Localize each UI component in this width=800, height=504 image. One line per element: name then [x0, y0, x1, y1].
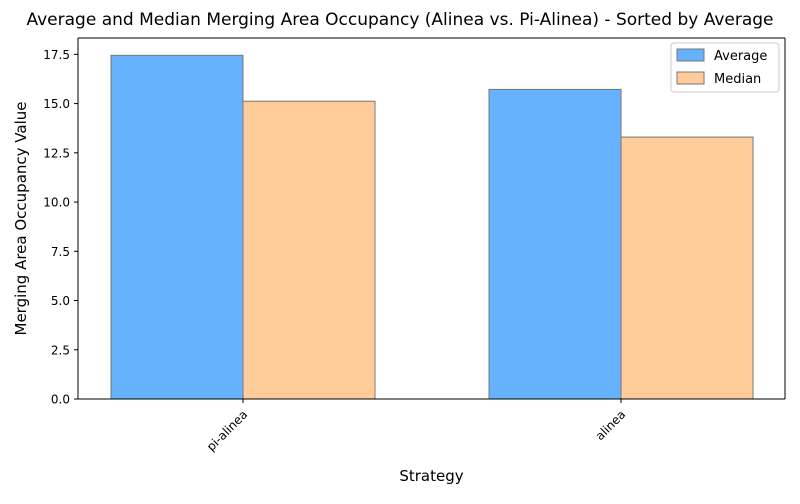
y-tick-label: 10.0 [43, 196, 70, 210]
bar-median-alinea [620, 136, 754, 400]
legend-swatch-median [676, 71, 705, 85]
legend-label-average: Average [714, 49, 767, 64]
plot-area [110, 54, 754, 400]
bar-median-pi-alinea [242, 100, 376, 400]
y-tick-label: 5.0 [51, 294, 70, 308]
legend-swatch-average [676, 48, 705, 62]
y-tick-label: 17.5 [43, 48, 70, 62]
bar-average-pi-alinea [110, 54, 244, 400]
chart-title: Average and Median Merging Area Occupanc… [26, 10, 773, 30]
legend: Average Median [670, 42, 780, 93]
y-tick-label: 7.5 [51, 245, 70, 259]
y-tick-label: 15.0 [43, 97, 70, 111]
y-tick-label: 12.5 [43, 146, 70, 160]
y-axis-label: Merging Area Occupancy Value [12, 102, 30, 336]
y-axis-ticks: 0.0 2.5 5.0 7.5 10.0 12.5 15.0 17.5 [43, 48, 78, 407]
x-axis-label: Strategy [399, 467, 463, 485]
y-tick-label: 2.5 [51, 343, 70, 357]
bar-average-alinea [488, 88, 622, 400]
legend-label-median: Median [714, 72, 761, 87]
y-tick-label: 0.0 [51, 393, 70, 407]
